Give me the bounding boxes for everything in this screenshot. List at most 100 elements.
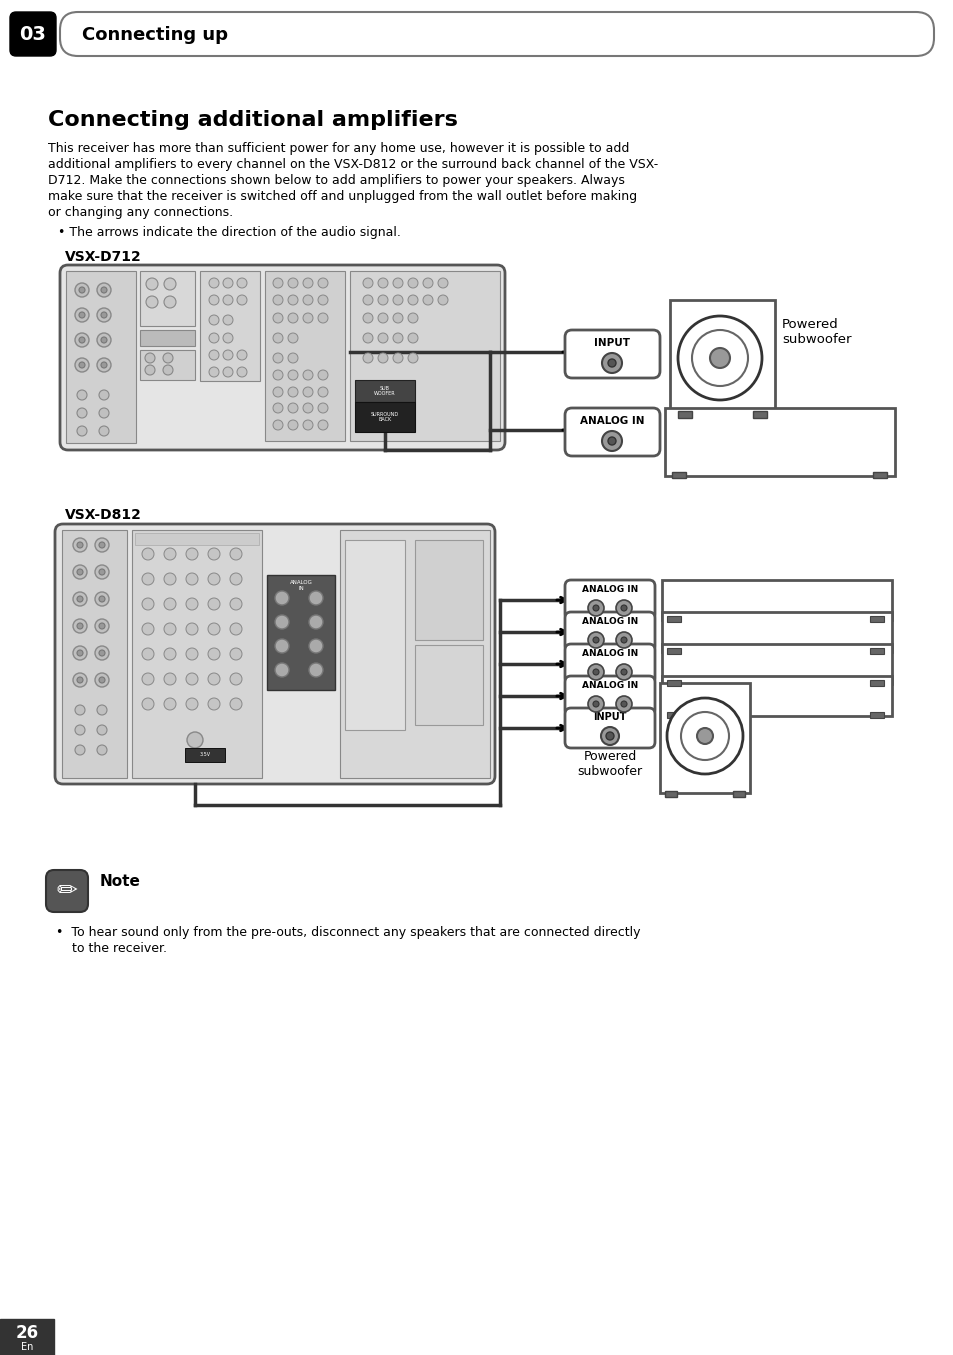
Circle shape (274, 615, 289, 629)
Circle shape (273, 333, 283, 343)
Circle shape (223, 367, 233, 377)
Circle shape (236, 295, 247, 305)
Circle shape (309, 591, 323, 604)
Bar (62, 530, 127, 778)
FancyBboxPatch shape (564, 709, 655, 748)
Circle shape (77, 408, 87, 417)
Bar (659, 683, 749, 793)
FancyBboxPatch shape (564, 580, 655, 621)
Circle shape (288, 354, 297, 363)
Bar (869, 617, 883, 622)
Bar (415, 645, 482, 725)
Circle shape (164, 623, 175, 635)
Circle shape (145, 354, 154, 363)
Circle shape (97, 308, 111, 322)
Circle shape (230, 648, 242, 660)
Circle shape (288, 370, 297, 379)
Circle shape (393, 354, 402, 363)
Circle shape (77, 542, 83, 547)
Circle shape (288, 313, 297, 322)
Circle shape (317, 402, 328, 413)
Circle shape (408, 354, 417, 363)
Text: Connecting additional amplifiers: Connecting additional amplifiers (48, 110, 457, 130)
Circle shape (75, 358, 89, 373)
Circle shape (274, 640, 289, 653)
Circle shape (99, 425, 109, 436)
Text: Connecting up: Connecting up (82, 26, 228, 43)
Circle shape (75, 705, 85, 715)
Circle shape (317, 370, 328, 379)
Circle shape (437, 278, 448, 289)
Circle shape (230, 598, 242, 610)
Circle shape (593, 604, 598, 611)
Text: ANALOG IN: ANALOG IN (579, 416, 643, 425)
Circle shape (142, 698, 153, 710)
Circle shape (99, 678, 105, 683)
Circle shape (101, 287, 107, 293)
Circle shape (408, 295, 417, 305)
Circle shape (620, 701, 626, 707)
FancyBboxPatch shape (564, 331, 659, 378)
Circle shape (79, 287, 85, 293)
Circle shape (273, 354, 283, 363)
Text: Surround back
channel amplifier: Surround back channel amplifier (665, 648, 775, 676)
Circle shape (187, 732, 203, 748)
Circle shape (605, 732, 614, 740)
Bar (666, 617, 680, 622)
Circle shape (75, 283, 89, 297)
Circle shape (73, 538, 87, 551)
Circle shape (236, 350, 247, 360)
Circle shape (303, 402, 313, 413)
Bar (661, 676, 891, 715)
Circle shape (363, 333, 373, 343)
Circle shape (97, 745, 107, 755)
FancyBboxPatch shape (46, 870, 88, 912)
Circle shape (209, 333, 219, 343)
Circle shape (142, 623, 153, 635)
Circle shape (95, 673, 109, 687)
Circle shape (223, 295, 233, 305)
Circle shape (164, 547, 175, 560)
Bar (267, 575, 335, 690)
FancyBboxPatch shape (564, 612, 655, 652)
Bar (132, 530, 262, 778)
Circle shape (77, 650, 83, 656)
Circle shape (164, 278, 175, 290)
Bar (661, 612, 891, 652)
Bar (869, 680, 883, 686)
Circle shape (208, 648, 220, 660)
Circle shape (288, 388, 297, 397)
Circle shape (587, 664, 603, 680)
Circle shape (709, 348, 729, 369)
Circle shape (620, 669, 626, 675)
Circle shape (680, 711, 728, 760)
Circle shape (273, 313, 283, 322)
Circle shape (288, 402, 297, 413)
Circle shape (209, 314, 219, 325)
Text: 26: 26 (15, 1324, 38, 1341)
Text: Surround back
channel amplifier
or powered speaker: Surround back channel amplifier or power… (667, 428, 800, 472)
Text: Powered
subwoofer: Powered subwoofer (781, 318, 851, 346)
Circle shape (95, 538, 109, 551)
Bar (345, 541, 405, 730)
FancyBboxPatch shape (55, 524, 495, 785)
Circle shape (620, 604, 626, 611)
Circle shape (73, 592, 87, 606)
Circle shape (377, 333, 388, 343)
Text: Center channel
amplifier: Center channel amplifier (665, 680, 760, 709)
Circle shape (288, 333, 297, 343)
Circle shape (303, 278, 313, 289)
Circle shape (163, 354, 172, 363)
Circle shape (99, 650, 105, 656)
Circle shape (437, 295, 448, 305)
Text: ANALOG IN: ANALOG IN (581, 585, 638, 593)
Bar (350, 271, 499, 440)
Circle shape (73, 646, 87, 660)
Text: Front channel
amplifier: Front channel amplifier (665, 584, 750, 612)
Text: This receiver has more than sufficient power for any home use, however it is pos: This receiver has more than sufficient p… (48, 142, 629, 154)
Circle shape (230, 573, 242, 585)
Bar (669, 299, 774, 415)
Bar (671, 472, 685, 478)
Circle shape (236, 278, 247, 289)
Circle shape (186, 648, 198, 660)
